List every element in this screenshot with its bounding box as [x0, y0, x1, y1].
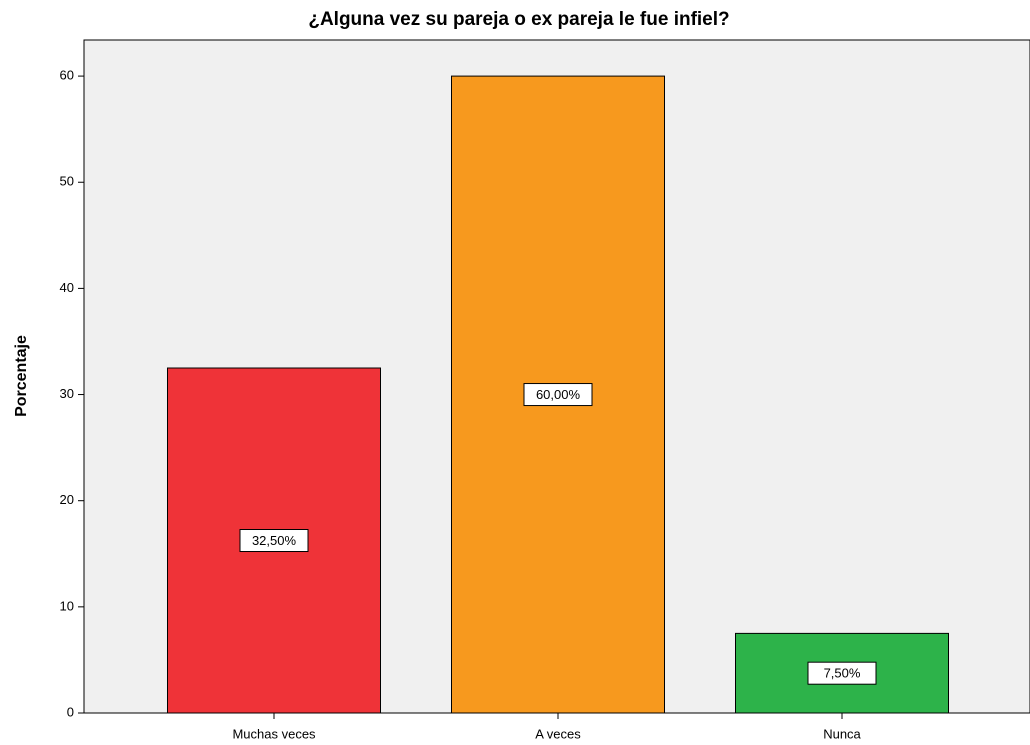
y-axis-label: Porcentaje — [13, 335, 30, 417]
value-label: 32,50% — [252, 533, 297, 548]
y-tick-label: 0 — [67, 704, 74, 719]
value-label-box — [807, 661, 877, 685]
y-tick-label: 10 — [60, 598, 74, 613]
y-tick-label: 30 — [60, 386, 74, 401]
y-tick-label: 20 — [60, 492, 74, 507]
chart-title: ¿Alguna vez su pareja o ex pareja le fue… — [308, 9, 729, 30]
value-label: 60,00% — [536, 387, 581, 402]
y-tick-label: 60 — [60, 68, 74, 83]
x-tick-label: Nunca — [823, 726, 861, 741]
y-tick-label: 40 — [60, 280, 74, 295]
value-label: 7,50% — [824, 666, 861, 681]
y-tick-label: 50 — [60, 174, 74, 189]
value-label-box — [239, 529, 309, 553]
x-tick-label: Muchas veces — [232, 726, 316, 741]
x-tick-label: A veces — [535, 726, 581, 741]
value-label-box — [523, 383, 593, 407]
